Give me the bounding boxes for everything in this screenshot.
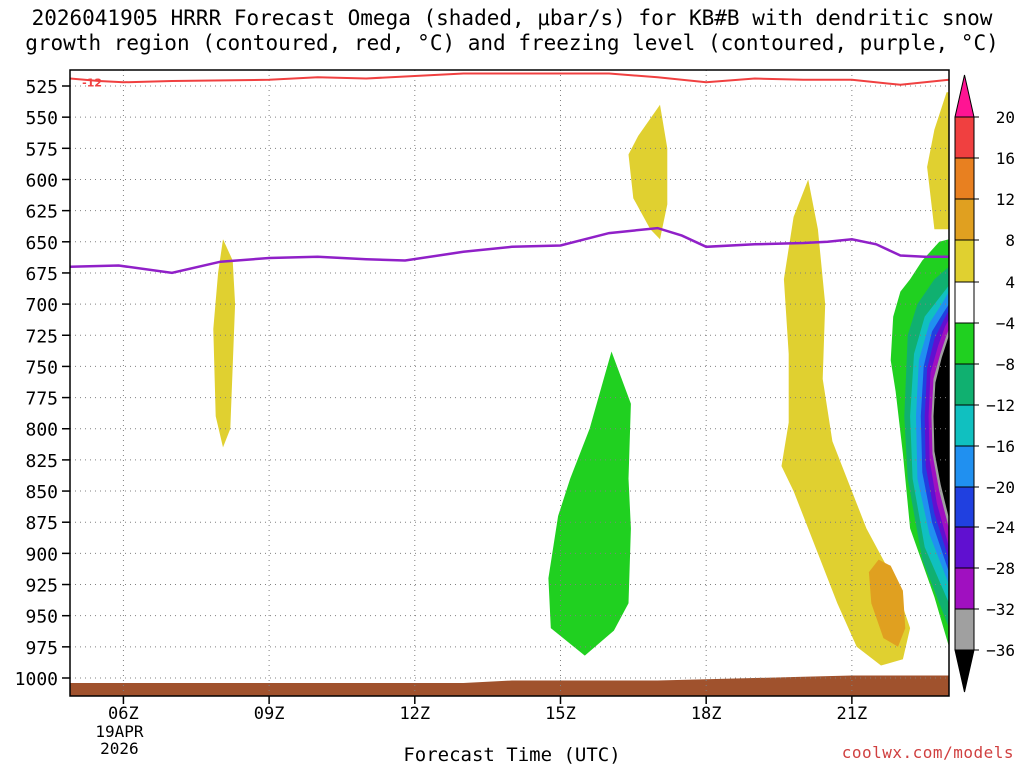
colorbar-label-10: −24 bbox=[986, 518, 1015, 537]
y-tick-label-925: 925 bbox=[25, 576, 58, 597]
dgz-contour-line bbox=[70, 72, 949, 86]
colorbar-bin-13 bbox=[954, 608, 975, 651]
dgz-contour-label: -12 bbox=[82, 76, 102, 89]
y-tick-label-875: 875 bbox=[25, 513, 58, 534]
colorbar: 20 16 12 8 4 −4 −8 −12 −16 −20 −24 −28 −32 −36 bbox=[954, 74, 1015, 693]
x-tick-label-12Z: 12Z bbox=[399, 704, 430, 724]
chart-title: 2026041905 HRRR Forecast Omega (shaded, … bbox=[0, 6, 1024, 56]
y-tick-label-1000: 1000 bbox=[15, 669, 58, 690]
terrain-fill bbox=[70, 675, 949, 696]
colorbar-label-7: −12 bbox=[986, 396, 1015, 415]
colorbar-label-8: −16 bbox=[986, 437, 1015, 456]
omega-region-2 bbox=[548, 351, 631, 656]
omega-region-14 bbox=[933, 335, 949, 519]
chart-title-line2: growth region (contoured, red, °C) and f… bbox=[25, 31, 999, 55]
y-tick-label-650: 650 bbox=[25, 233, 58, 254]
colorbar-label-1: 16 bbox=[996, 149, 1015, 168]
colorbar-bin-7 bbox=[954, 363, 975, 406]
colorbar-label-3: 8 bbox=[1005, 231, 1015, 250]
y-tick-label-575: 575 bbox=[25, 139, 58, 160]
omega-shading bbox=[213, 92, 949, 666]
x-tick-label-21Z: 21Z bbox=[837, 704, 868, 724]
y-tick-label-600: 600 bbox=[25, 170, 58, 191]
colorbar-label-9: −20 bbox=[986, 478, 1015, 497]
omega-region-0 bbox=[213, 239, 236, 448]
y-tick-label-800: 800 bbox=[25, 420, 58, 441]
colorbar-label-12: −32 bbox=[986, 600, 1015, 619]
omega-region-4 bbox=[868, 559, 906, 647]
colorbar-bin-8 bbox=[954, 404, 975, 447]
chart-title-line1: 2026041905 HRRR Forecast Omega (shaded, … bbox=[31, 6, 993, 30]
colorbar-arrow-bottom bbox=[954, 649, 975, 693]
y-tick-label-700: 700 bbox=[25, 295, 58, 316]
x-year-label: 2026 bbox=[100, 739, 139, 758]
freezing-level-line bbox=[70, 226, 949, 275]
omega-region-1 bbox=[628, 104, 668, 240]
colorbar-bin-9 bbox=[954, 445, 975, 488]
y-tick-label-750: 750 bbox=[25, 357, 58, 378]
colorbar-arrow-top bbox=[954, 74, 975, 118]
y-tick-label-725: 725 bbox=[25, 326, 58, 347]
omega-region-5 bbox=[927, 92, 949, 230]
colorbar-label-4: 4 bbox=[1005, 273, 1015, 292]
x-axis-title: Forecast Time (UTC) bbox=[403, 744, 621, 766]
y-tick-label-950: 950 bbox=[25, 607, 58, 628]
colorbar-label-5: −4 bbox=[996, 314, 1015, 333]
x-tick-label-06Z: 06Z bbox=[108, 704, 139, 724]
y-tick-label-525: 525 bbox=[25, 77, 58, 98]
y-axis: 525 550 575 600 625 650 675 700 725 750 775 800 825 8… bbox=[15, 77, 70, 690]
colorbar-bin-3 bbox=[954, 198, 975, 241]
site-credit[interactable]: coolwx.com/models bbox=[841, 743, 1014, 762]
plot-frame bbox=[69, 69, 950, 697]
colorbar-label-6: −8 bbox=[996, 355, 1015, 374]
colorbar-bin-11 bbox=[954, 526, 975, 569]
y-tick-label-675: 675 bbox=[25, 264, 58, 285]
colorbar-bin-5 bbox=[954, 281, 975, 324]
colorbar-bin-1 bbox=[954, 116, 975, 159]
colorbar-bin-2 bbox=[954, 157, 975, 200]
x-date-label: 19APR bbox=[95, 722, 144, 741]
y-tick-label-850: 850 bbox=[25, 482, 58, 503]
y-tick-label-550: 550 bbox=[25, 108, 58, 129]
x-tick-label-15Z: 15Z bbox=[545, 704, 576, 724]
colorbar-bin-12 bbox=[954, 567, 975, 610]
y-tick-label-775: 775 bbox=[25, 389, 58, 410]
y-tick-label-825: 825 bbox=[25, 451, 58, 472]
y-tick-label-900: 900 bbox=[25, 544, 58, 565]
colorbar-label-0: 20 bbox=[996, 108, 1015, 127]
colorbar-label-11: −28 bbox=[986, 559, 1015, 578]
colorbar-label-2: 12 bbox=[996, 190, 1015, 209]
colorbar-label-13: −36 bbox=[986, 641, 1015, 660]
y-tick-label-625: 625 bbox=[25, 202, 58, 223]
colorbar-bin-10 bbox=[954, 486, 975, 528]
x-tick-label-18Z: 18Z bbox=[691, 704, 722, 724]
colorbar-bin-4 bbox=[954, 239, 975, 283]
colorbar-bin-6 bbox=[954, 322, 975, 365]
terrain-layer bbox=[70, 675, 949, 696]
omega-region-3 bbox=[781, 179, 911, 666]
contour-lines: -12 bbox=[70, 72, 949, 275]
x-tick-label-09Z: 09Z bbox=[254, 704, 285, 724]
y-tick-label-975: 975 bbox=[25, 638, 58, 659]
